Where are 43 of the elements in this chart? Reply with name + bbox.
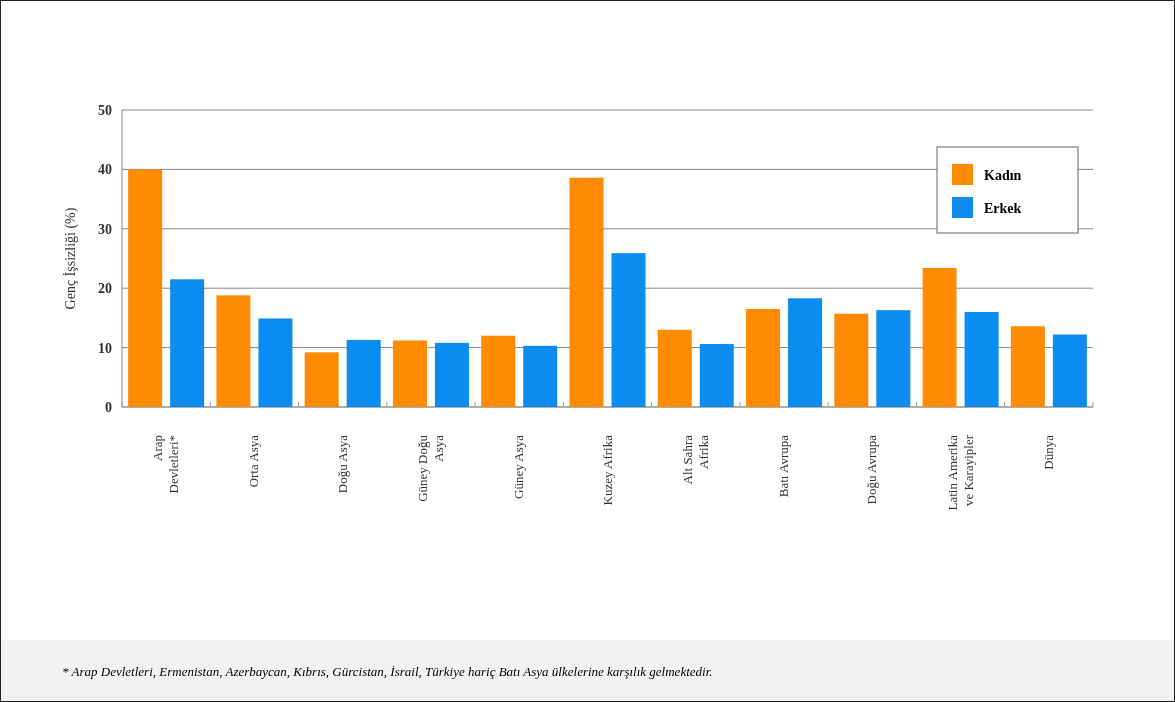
- x-tick-label: Doğu Avrupa: [864, 434, 880, 505]
- bar: [569, 177, 604, 407]
- bar: [788, 298, 823, 407]
- x-tick-label: Dünya: [1040, 434, 1056, 470]
- bar: [1052, 334, 1087, 407]
- x-tick-label: Güney Doğu Asya: [414, 434, 446, 502]
- legend-label: Erkek: [984, 200, 1022, 216]
- bar: [834, 313, 869, 407]
- bar: [746, 308, 781, 407]
- bar: [170, 279, 205, 407]
- text: * Arap Devletleri, Ermenistan, Azerbaycan, Kıbrıs, Gürcistan, İsrail, Türkiye hariç Batı Asya ülkelerine karşılık gelmektedir.: [62, 664, 713, 679]
- bar: [304, 352, 339, 407]
- y-tick-label: 30: [98, 221, 112, 237]
- x-tick-label: Orta Asya: [246, 434, 262, 488]
- bar: [523, 345, 558, 407]
- x-tick-label: Güney Asya: [511, 434, 527, 499]
- bar: [876, 310, 911, 407]
- bar: [392, 340, 427, 407]
- x-tick-label: Kuzey Afrika: [599, 434, 615, 506]
- x-tick-label: Latin Amerika ve Karayipler: [944, 434, 976, 511]
- y-axis-title: Genç İşsizliği (%): [63, 207, 79, 310]
- bar: [434, 342, 469, 407]
- bar: [481, 335, 516, 407]
- y-tick-label: 20: [98, 281, 112, 297]
- bar: [128, 169, 163, 407]
- y-tick-label: 40: [98, 162, 112, 178]
- x-tick-label: Alt Sahra Afrika: [679, 434, 711, 485]
- y-tick-label: 0: [105, 399, 112, 415]
- bar: [611, 253, 646, 407]
- x-tick-label: Doğu Asya: [334, 434, 350, 494]
- x-tick-label: Batı Avrupa: [776, 434, 792, 498]
- bar: [216, 295, 251, 407]
- bar: [657, 329, 692, 407]
- legend-label: Kadın: [984, 167, 1022, 183]
- x-tick-label: Arap Devletleri*: [150, 435, 182, 494]
- bar: [699, 344, 734, 407]
- bar: [1010, 326, 1045, 407]
- bar: [346, 339, 381, 407]
- bar: [258, 318, 293, 407]
- y-tick-label: 10: [98, 340, 112, 356]
- bar: [922, 268, 957, 407]
- y-tick-label: 50: [98, 102, 112, 118]
- bar: [964, 311, 999, 407]
